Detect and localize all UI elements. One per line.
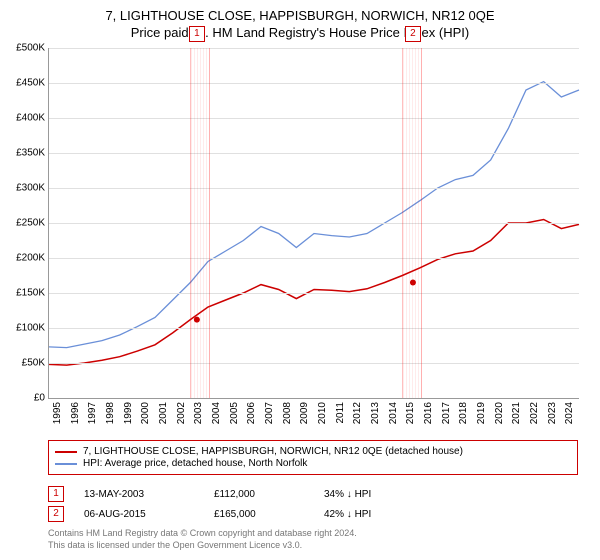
xtick-label: 2018	[458, 402, 469, 442]
xtick-label: 2007	[264, 402, 275, 442]
xtick-label: 2003	[193, 402, 204, 442]
sale-date: 13-MAY-2003	[84, 489, 194, 500]
footer-line: Contains HM Land Registry data © Crown c…	[48, 528, 357, 540]
xtick-label: 2019	[476, 402, 487, 442]
gridline-h	[49, 363, 579, 364]
xtick-label: 2020	[494, 402, 505, 442]
chart-title-block: 7, LIGHTHOUSE CLOSE, HAPPISBURGH, NORWIC…	[0, 0, 600, 40]
sale-row: 1 13-MAY-2003 £112,000 34% ↓ HPI	[48, 486, 578, 502]
sale-dot	[194, 317, 200, 323]
gridline-h	[49, 258, 579, 259]
sale-pct: 42% ↓ HPI	[324, 509, 424, 520]
xtick-label: 1997	[87, 402, 98, 442]
xtick-label: 2006	[246, 402, 257, 442]
xtick-label: 2021	[511, 402, 522, 442]
xtick-label: 2016	[423, 402, 434, 442]
xtick-label: 2013	[370, 402, 381, 442]
legend-swatch-hpi	[55, 463, 77, 465]
xtick-label: 2002	[176, 402, 187, 442]
sale-row: 2 06-AUG-2015 £165,000 42% ↓ HPI	[48, 506, 578, 522]
xtick-label: 2001	[158, 402, 169, 442]
xtick-label: 1998	[105, 402, 116, 442]
legend-row: HPI: Average price, detached house, Nort…	[55, 458, 571, 469]
gridline-h	[49, 83, 579, 84]
legend-row: 7, LIGHTHOUSE CLOSE, HAPPISBURGH, NORWIC…	[55, 446, 571, 457]
xtick-label: 1999	[123, 402, 134, 442]
gridline-h	[49, 118, 579, 119]
ytick-label: £100K	[5, 323, 45, 334]
chart-title: 7, LIGHTHOUSE CLOSE, HAPPISBURGH, NORWIC…	[0, 8, 600, 23]
gridline-h	[49, 328, 579, 329]
xtick-label: 2009	[299, 402, 310, 442]
gridline-h	[49, 153, 579, 154]
sale-price: £165,000	[214, 509, 304, 520]
gridline-h	[49, 188, 579, 189]
legend-label: HPI: Average price, detached house, Nort…	[83, 458, 307, 469]
xtick-label: 2008	[282, 402, 293, 442]
xtick-label: 2024	[564, 402, 575, 442]
chart-plot-area: £0£50K£100K£150K£200K£250K£300K£350K£400…	[48, 48, 579, 399]
xtick-label: 2011	[335, 402, 346, 442]
ytick-label: £350K	[5, 148, 45, 159]
xtick-label: 2012	[352, 402, 363, 442]
sales-table: 1 13-MAY-2003 £112,000 34% ↓ HPI 2 06-AU…	[48, 482, 578, 526]
xtick-label: 1995	[52, 402, 63, 442]
xtick-label: 2023	[547, 402, 558, 442]
xtick-label: 2004	[211, 402, 222, 442]
sale-marker-2: 2	[48, 506, 64, 522]
sale-dot	[410, 280, 416, 286]
sale-marker-1: 1	[48, 486, 64, 502]
gridline-h	[49, 223, 579, 224]
xtick-label: 2017	[441, 402, 452, 442]
sale-marker-box: 1	[189, 26, 205, 42]
legend: 7, LIGHTHOUSE CLOSE, HAPPISBURGH, NORWIC…	[48, 440, 578, 475]
series-line	[49, 82, 579, 348]
ytick-label: £300K	[5, 183, 45, 194]
xtick-label: 2022	[529, 402, 540, 442]
sale-marker-box: 2	[405, 26, 421, 42]
ytick-label: £250K	[5, 218, 45, 229]
ytick-label: £400K	[5, 113, 45, 124]
xtick-label: 2005	[229, 402, 240, 442]
xtick-label: 2014	[388, 402, 399, 442]
footer-line: This data is licensed under the Open Gov…	[48, 540, 357, 552]
gridline-h	[49, 293, 579, 294]
chart-subtitle: Price paid vs. HM Land Registry's House …	[0, 25, 600, 40]
ytick-label: £0	[5, 393, 45, 404]
footer-attribution: Contains HM Land Registry data © Crown c…	[48, 528, 357, 551]
xtick-label: 2015	[405, 402, 416, 442]
ytick-label: £50K	[5, 358, 45, 369]
ytick-label: £200K	[5, 253, 45, 264]
sale-pct: 34% ↓ HPI	[324, 489, 424, 500]
legend-label: 7, LIGHTHOUSE CLOSE, HAPPISBURGH, NORWIC…	[83, 446, 463, 457]
ytick-label: £150K	[5, 288, 45, 299]
xtick-label: 2000	[140, 402, 151, 442]
sale-price: £112,000	[214, 489, 304, 500]
ytick-label: £500K	[5, 43, 45, 54]
xtick-label: 1996	[70, 402, 81, 442]
xtick-label: 2010	[317, 402, 328, 442]
sale-date: 06-AUG-2015	[84, 509, 194, 520]
gridline-h	[49, 48, 579, 49]
ytick-label: £450K	[5, 78, 45, 89]
legend-swatch-property	[55, 451, 77, 453]
